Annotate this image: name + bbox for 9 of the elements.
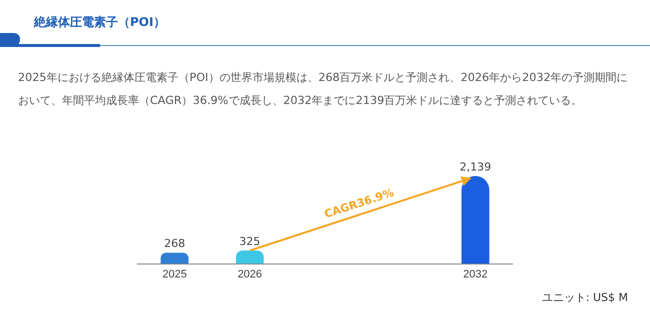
data-label: 268 <box>164 237 186 250</box>
data-label: 325 <box>239 234 260 248</box>
text: ユニット: US$ M <box>542 290 628 305</box>
x-tick-label: 2025 <box>162 268 187 280</box>
chart-subtitle: 2025年における絶縁体圧電素子（POI）の世界市場規模は、268百万米ドルと予測され、2026年から2032年の予測期間において、年間平均成長率（CAGR）36.9%で成長し、2032年までに2139百万米ドルに達すると予測されている。 <box>18 70 629 109</box>
x-tick-label: 2026 <box>238 268 262 280</box>
data-label: 2,139 <box>460 160 492 174</box>
chart-title: 絶縁体圧電素子（POI） <box>34 14 166 31</box>
x-tick-label: 2032 <box>463 268 488 280</box>
